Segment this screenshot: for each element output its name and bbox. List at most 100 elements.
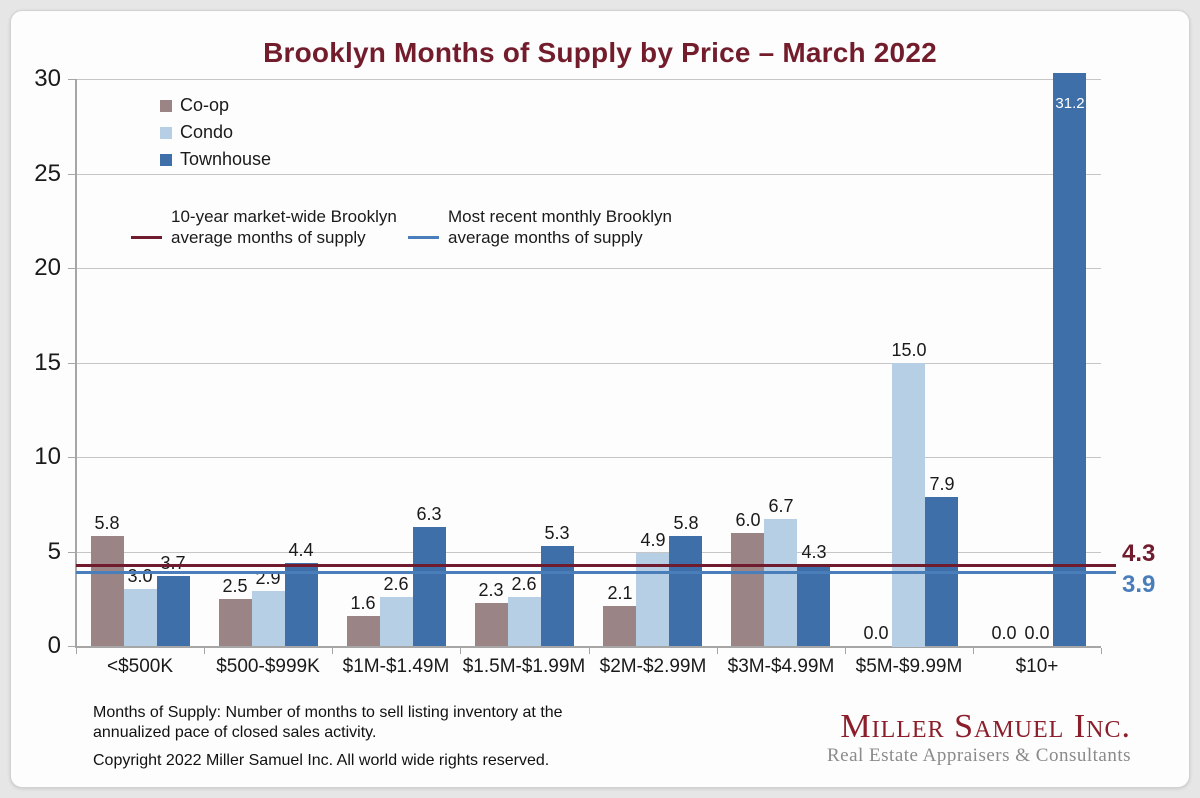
ref-line-swatch-icon [131,236,162,239]
bar [508,597,541,646]
bar [91,536,124,646]
y-tick-label: 25 [34,160,61,187]
legend-swatch-icon [160,126,172,139]
ref-legend-label: Most recent monthly Brooklyn average mon… [448,207,672,247]
y-tick-mark [68,79,76,80]
bar [764,519,797,646]
gridline [76,457,1101,458]
bar-label: 2.1 [607,583,633,603]
y-tick-label: 10 [34,443,61,470]
chart-title: Brooklyn Months of Supply by Price – Mar… [263,37,937,68]
y-tick-mark [68,646,76,647]
gridline [76,268,1101,269]
legend-swatch-icon [160,99,172,112]
bar-label: 4.9 [640,530,666,550]
bar-label: 7.9 [929,474,955,494]
x-category-label: $1.5M-$1.99M [462,656,586,677]
bar [797,565,830,646]
x-tick-mark [76,648,77,654]
legend-label: Condo [180,122,234,142]
footnote-definition: Months of Supply: Number of months to se… [93,704,563,741]
x-tick-mark [589,648,590,654]
ref-legend-item: 10-year market-wide Brooklyn average mon… [131,206,416,248]
bar-label: 2.5 [222,576,248,596]
y-tick-mark [68,457,76,458]
bar [475,603,508,646]
company-logo: Miller Samuel Inc. Real Estate Appraiser… [827,709,1131,767]
bar-label: 1.6 [350,593,376,613]
bar [252,591,285,646]
x-tick-mark [717,648,718,654]
y-tick-label: 15 [34,349,61,376]
y-tick-label: 30 [34,65,61,92]
legend-label: Co-op [180,95,230,115]
bar [731,533,764,646]
y-tick-mark [68,552,76,553]
logo-tagline: Real Estate Appraisers & Consultants [826,745,1131,766]
bar-label: 5.8 [673,513,699,533]
y-tick-label: 20 [34,254,61,281]
ref-line [76,571,1116,574]
chart-area: 0 5 10 15 20 25 30 5.8 3.0 3.7 2.5 2.9 4.4 1.6 2.6 6.3… [11,11,1189,787]
x-tick-mark [332,648,333,654]
y-tick-mark [68,268,76,269]
bar-label: 15.0 [891,340,927,360]
bar [347,616,380,646]
x-category-label: <$500K [106,656,174,677]
footnote: Months of Supply: Number of months to se… [93,703,583,771]
ref-line-value: 4.3 [1122,540,1156,567]
y-tick-label: 5 [47,538,61,565]
gridline [76,363,1101,364]
x-category-label: $5M-$9.99M [855,656,963,677]
chart-card: Brooklyn Months of Supply by Price – Mar… [10,10,1190,788]
bar-label: 0.0 [991,623,1017,643]
bar-label: 6.7 [768,496,794,516]
bar-label: 5.3 [544,523,570,543]
y-tick-label: 0 [47,632,61,659]
bar-label: 6.3 [416,504,442,524]
bar-label: 2.3 [478,580,504,600]
bar-label: 6.0 [735,510,761,530]
bar-label: 4.3 [801,542,827,562]
bar-label: 5.8 [94,513,120,533]
bar-label: 0.0 [1024,623,1050,643]
bar-label: 2.6 [511,574,537,594]
x-category-label: $1M-$1.49M [342,656,450,677]
bar [636,553,669,646]
x-tick-mark [460,648,461,654]
legend-swatch-icon [160,153,172,166]
x-tick-mark [204,648,205,654]
bar [541,546,574,646]
bar [1053,73,1086,646]
bar [603,606,636,646]
ref-line [76,564,1116,567]
footnote-copyright: Copyright 2022 Miller Samuel Inc. All wo… [93,752,550,770]
bar-label: 31.2 [1055,95,1085,112]
x-tick-mark [1101,648,1102,654]
x-tick-mark [845,648,846,654]
gridline [76,174,1101,175]
bar-label: 0.0 [863,623,889,643]
bar [413,527,446,646]
x-tick-mark [973,648,974,654]
bar [285,563,318,646]
bar [892,363,925,647]
bar-label: 4.4 [288,540,314,560]
y-axis-line [75,79,77,646]
logo-name: Miller Samuel Inc. [840,708,1131,745]
gridline [76,79,1101,80]
x-category-label: $3M-$4.99M [727,656,835,677]
bar [219,599,252,646]
y-tick-mark [68,363,76,364]
legend-item: Condo [160,122,233,143]
ref-line-swatch-icon [408,236,439,239]
x-category-label: $10+ [1015,656,1059,677]
bar-label: 2.6 [383,574,409,594]
ref-line-value: 3.9 [1122,571,1156,598]
ref-legend-label: 10-year market-wide Brooklyn average mon… [171,207,397,247]
bar-label: 3.7 [160,553,186,573]
bar [124,589,157,646]
bar [157,576,190,646]
bar [669,536,702,646]
ref-legend-item: Most recent monthly Brooklyn average mon… [408,206,693,248]
